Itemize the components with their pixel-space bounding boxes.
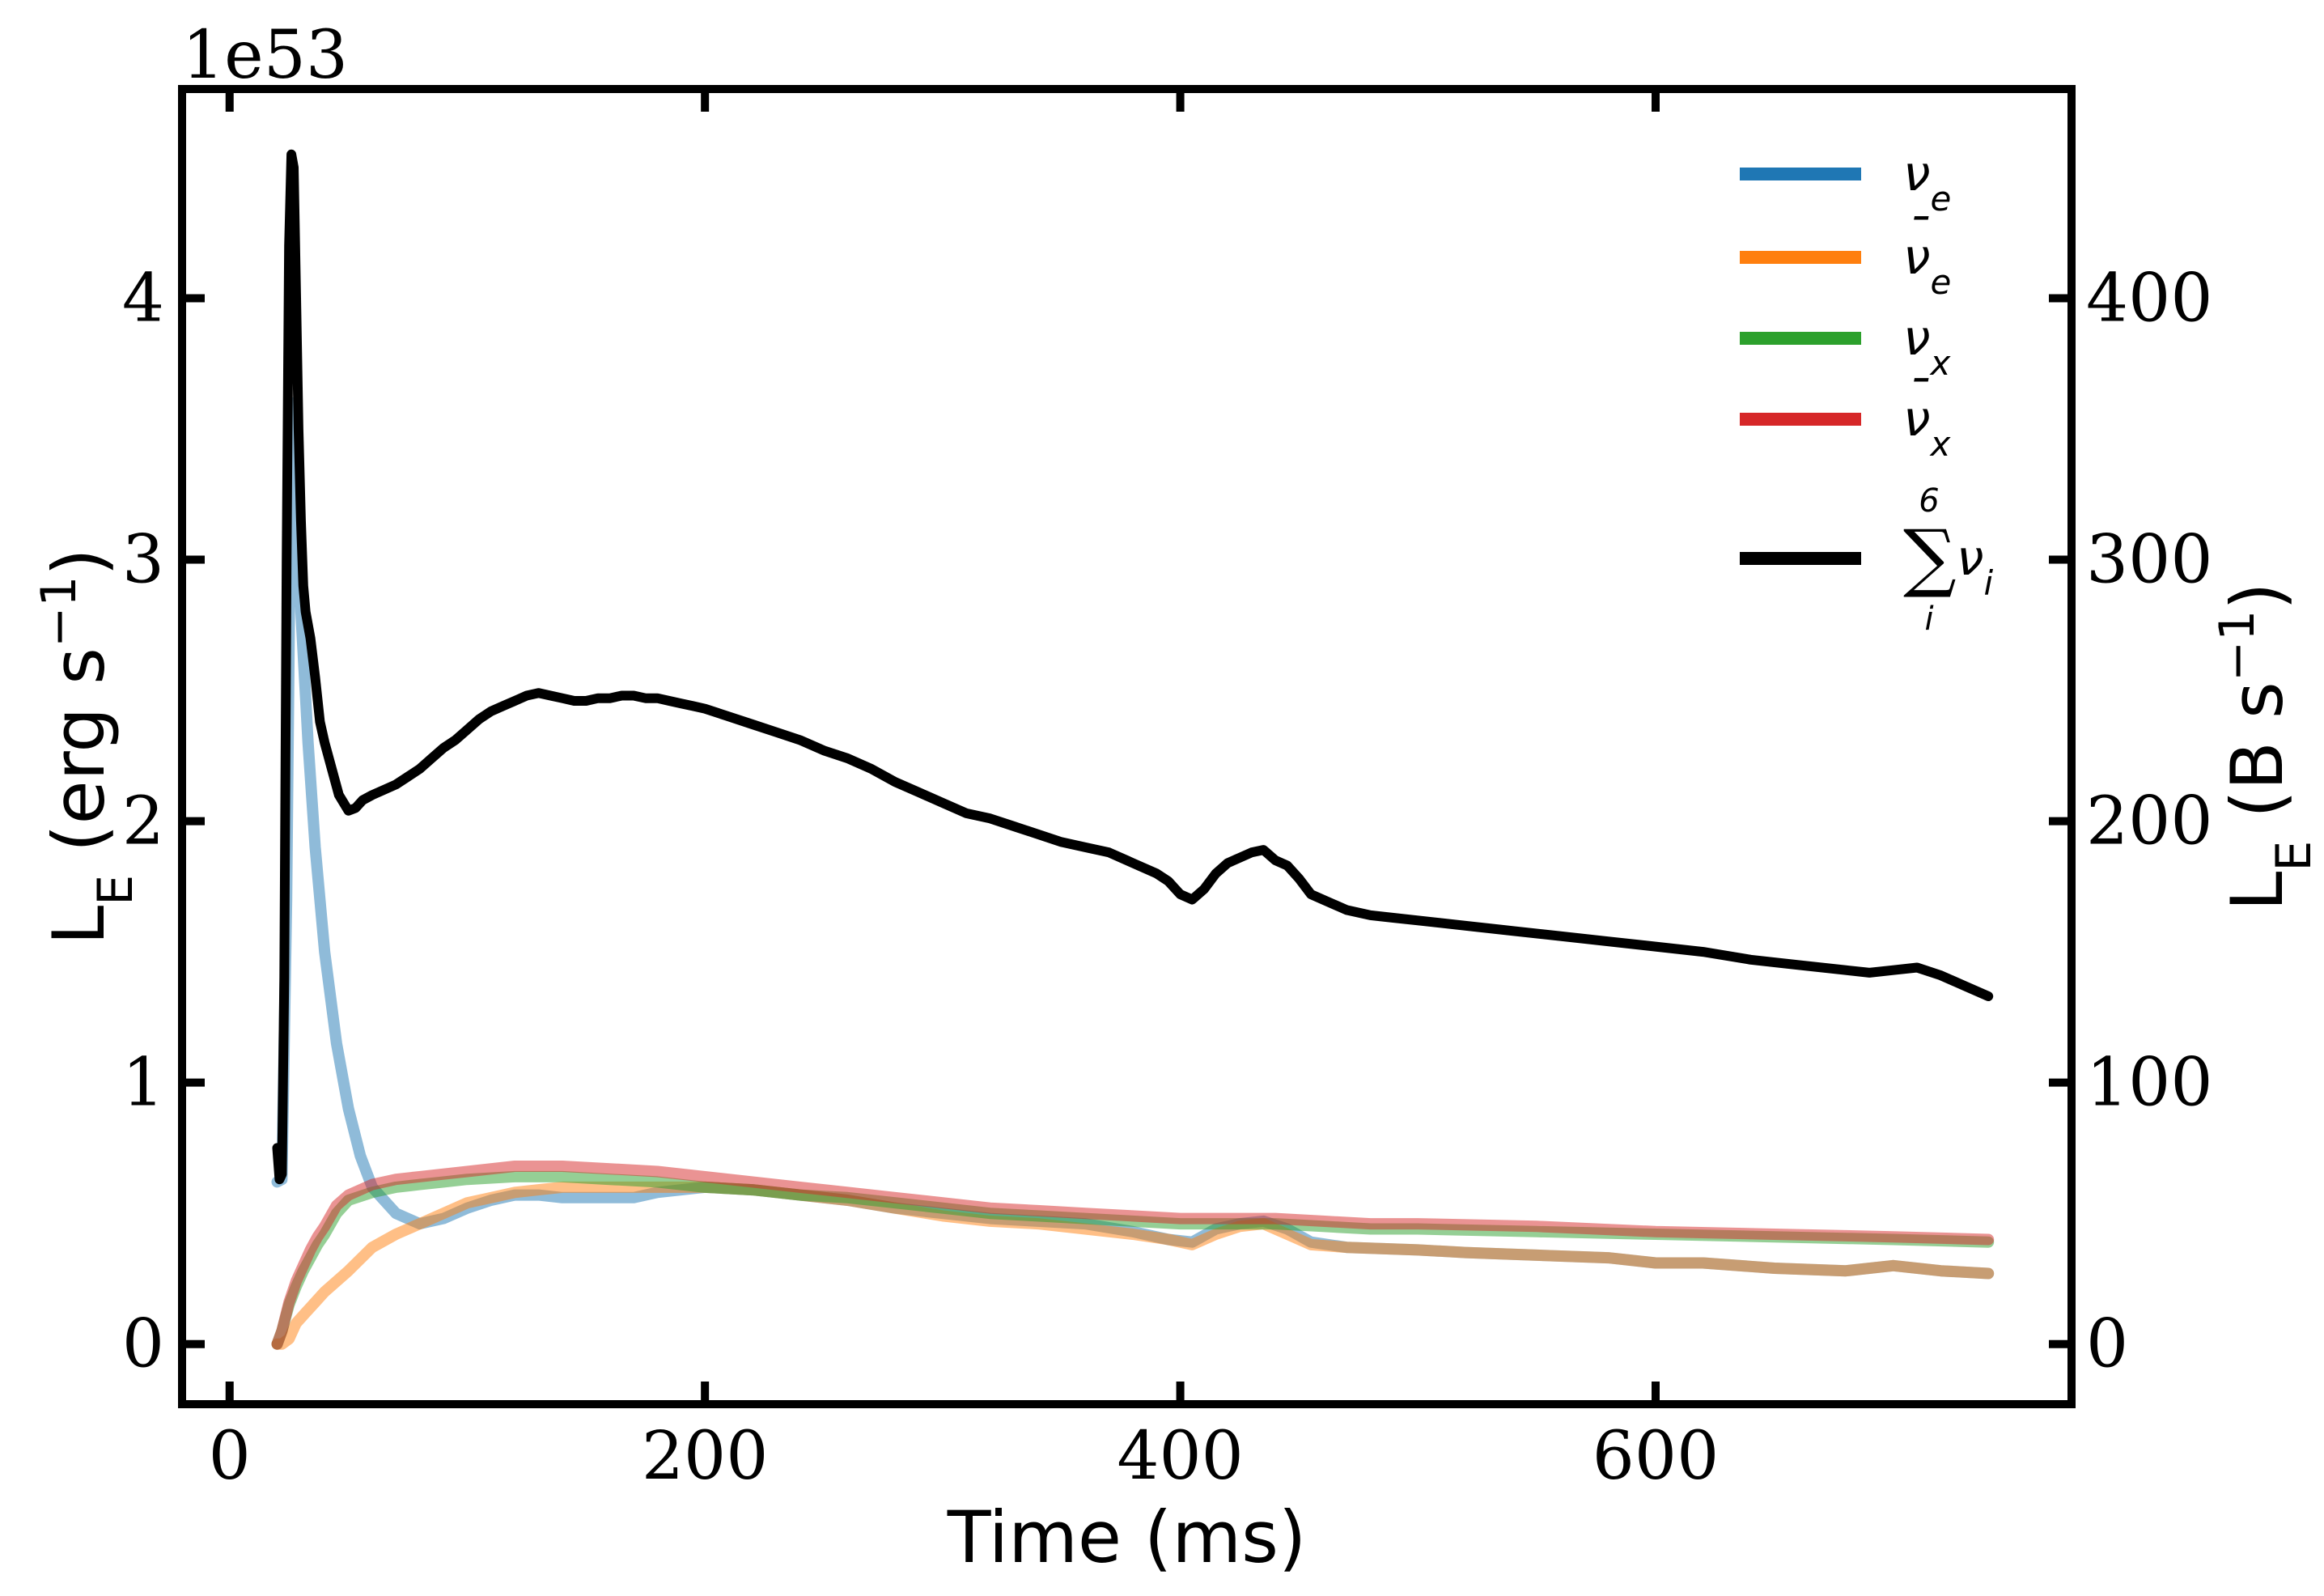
ylabel-left-rest: (erg s xyxy=(37,647,121,875)
ylabel-left-sub: E xyxy=(87,875,144,906)
x-axis-ticks: 0 200 400 600 xyxy=(209,89,1720,1495)
x-tick-label: 200 xyxy=(642,1418,769,1495)
y-tick-left-label: 1 xyxy=(122,1045,164,1122)
x-tick-label: 600 xyxy=(1592,1418,1720,1495)
ylabel-right-sub: E xyxy=(2266,841,2322,872)
ylabel-right-rest: (B s xyxy=(2216,681,2299,841)
legend-symbol: ν xyxy=(1903,391,1931,448)
y-axis-right-ticks: 0 100 200 300 400 xyxy=(2049,260,2213,1383)
legend-label-1: νe xyxy=(1903,229,1951,302)
legend-bar-accent: ¯ xyxy=(1905,208,1929,265)
legend-subscript: x xyxy=(1929,343,1952,383)
legend-label-2: νx xyxy=(1903,310,1952,383)
legend-label-3: νx xyxy=(1903,391,1952,464)
x-tick-label: 400 xyxy=(1117,1418,1244,1495)
legend-sum-symbol: ∑ xyxy=(1903,514,1957,601)
series-line-4 xyxy=(272,149,1994,1185)
axes-frame xyxy=(178,85,2076,1408)
y-tick-left-label: 4 xyxy=(122,260,164,337)
legend-sum-upper: 6 xyxy=(1919,482,1939,520)
y-tick-right-label: 200 xyxy=(2086,783,2213,860)
y-tick-left-label: 0 xyxy=(122,1306,164,1383)
ylabel-left-base: L xyxy=(37,906,121,945)
y-tick-right-label: 400 xyxy=(2086,260,2213,337)
y-tick-right-label: 300 xyxy=(2086,522,2213,599)
y-axis-right-label: LE (B s−1) xyxy=(2209,582,2322,910)
legend-symbol: ν xyxy=(1903,146,1931,202)
series-line-3 xyxy=(271,1161,1995,1350)
legend-symbol: ν xyxy=(1957,530,1984,587)
y-tick-left-label: 3 xyxy=(122,522,164,599)
x-tick-label: 0 xyxy=(209,1418,251,1495)
y-offset-text: 1e53 xyxy=(182,17,348,94)
legend-subscript: x xyxy=(1929,424,1952,464)
series-line-1 xyxy=(271,1181,1995,1350)
series-line-0 xyxy=(271,397,1995,1280)
legend-sum-lower: i xyxy=(1924,601,1933,638)
legend-symbol: ν xyxy=(1903,229,1931,286)
legend-subscript: i xyxy=(1984,563,1994,603)
legend-label-0: νe xyxy=(1903,146,1951,219)
series-layer xyxy=(271,149,1995,1350)
legend-subscript: e xyxy=(1931,262,1952,302)
legend-subscript: e xyxy=(1931,179,1952,219)
ylabel-right-base: L xyxy=(2216,872,2299,911)
y-tick-right-label: 100 xyxy=(2086,1045,2213,1122)
ylabel-right-sup: −1 xyxy=(2209,610,2266,681)
y-tick-right-label: 0 xyxy=(2086,1306,2128,1383)
x-axis-label: Time (ms) xyxy=(947,1496,1307,1579)
y-tick-left-label: 2 xyxy=(122,783,164,860)
legend-symbol: ν xyxy=(1903,310,1931,367)
legend-label-4: νi xyxy=(1957,530,1994,603)
ylabel-left-sup: −1 xyxy=(31,576,87,647)
y-axis-left-label: LE (erg s−1) xyxy=(31,548,144,945)
legend-bar-accent: ¯ xyxy=(1905,370,1929,427)
y-axis-left-ticks: 0 1 2 3 4 xyxy=(122,260,205,1383)
ylabel-right-close: ) xyxy=(2216,582,2299,609)
ylabel-left-close: ) xyxy=(37,548,121,575)
